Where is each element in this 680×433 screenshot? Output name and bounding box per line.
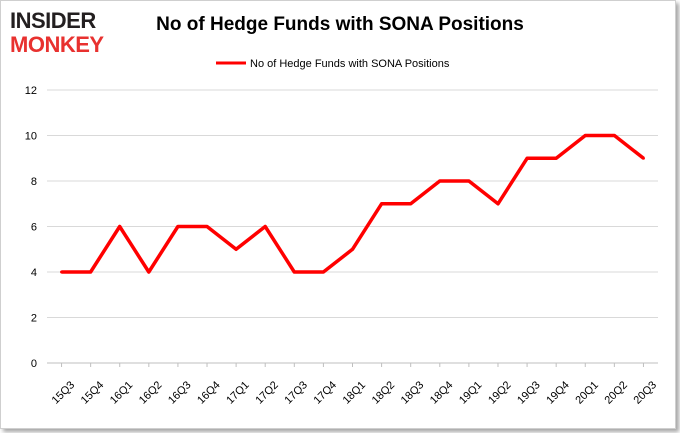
data-point (438, 179, 442, 183)
series-layer (60, 133, 645, 274)
y-tick-label: 8 (31, 176, 37, 188)
data-point (321, 270, 325, 274)
data-point (351, 247, 354, 251)
gridlines (47, 89, 658, 364)
data-point (641, 156, 645, 160)
logo-line2: MONKEY (10, 32, 104, 56)
x-axis: 15Q3 15Q4 16Q1 16Q2 16Q3 16Q4 17Q1 17Q2 17Q3 17Q4… (50, 363, 659, 407)
x-tick-label: 20Q2 (602, 379, 630, 407)
x-tick-label: 15Q3 (50, 379, 78, 407)
data-point (263, 225, 267, 228)
data-point (176, 225, 180, 228)
data-point (118, 225, 122, 228)
x-tick-label: 18Q2 (370, 379, 398, 407)
data-point (525, 156, 529, 160)
data-point (467, 179, 471, 183)
x-tick-label: 18Q1 (341, 379, 369, 407)
logo-line1: INSIDER (10, 8, 96, 33)
x-tick-label: 19Q2 (486, 379, 514, 407)
data-point (496, 202, 500, 206)
y-tick-label: 0 (31, 358, 37, 370)
x-tick-label: 16Q1 (108, 379, 136, 407)
y-axis: 0 2 4 6 8 10 12 (25, 85, 37, 370)
x-tick-label: 19Q3 (515, 379, 543, 407)
x-tick-label: 18Q3 (399, 379, 427, 407)
data-point (612, 134, 616, 137)
y-tick-label: 10 (25, 131, 37, 143)
data-point (380, 202, 384, 206)
legend-label: No of Hedge Funds with SONA Positions (250, 58, 450, 70)
data-point (89, 270, 93, 274)
data-point (409, 202, 413, 206)
x-tick-label: 15Q4 (79, 379, 107, 407)
insider-monkey-logo: INSIDER MONKEY (10, 8, 105, 56)
data-point (554, 156, 558, 160)
x-tick-label: 17Q2 (253, 379, 281, 407)
x-tick-label: 17Q1 (224, 379, 252, 407)
y-tick-label: 4 (31, 267, 37, 279)
x-tick-label: 18Q4 (428, 379, 456, 407)
data-point (292, 270, 296, 274)
legend: No of Hedge Funds with SONA Positions (216, 58, 450, 70)
data-point (205, 225, 209, 228)
x-tick-label: 17Q3 (282, 379, 310, 407)
data-point (583, 134, 587, 137)
x-tick-label: 19Q1 (457, 379, 485, 407)
data-point (60, 270, 64, 274)
x-tick-label: 20Q3 (632, 379, 660, 407)
x-tick-label: 19Q4 (544, 379, 572, 407)
chart-title: No of Hedge Funds with SONA Positions (156, 14, 524, 35)
x-tick-label: 20Q1 (573, 379, 601, 407)
x-tick-label: 16Q2 (137, 379, 165, 407)
x-tick-label: 16Q3 (166, 379, 194, 407)
x-tick-label: 16Q4 (195, 379, 223, 407)
data-point (234, 247, 238, 251)
y-tick-label: 6 (31, 222, 37, 234)
y-tick-label: 2 (31, 313, 37, 325)
series-line (61, 133, 645, 274)
y-tick-label: 12 (25, 85, 37, 97)
data-point (147, 270, 151, 274)
x-tick-label: 17Q4 (312, 379, 340, 407)
